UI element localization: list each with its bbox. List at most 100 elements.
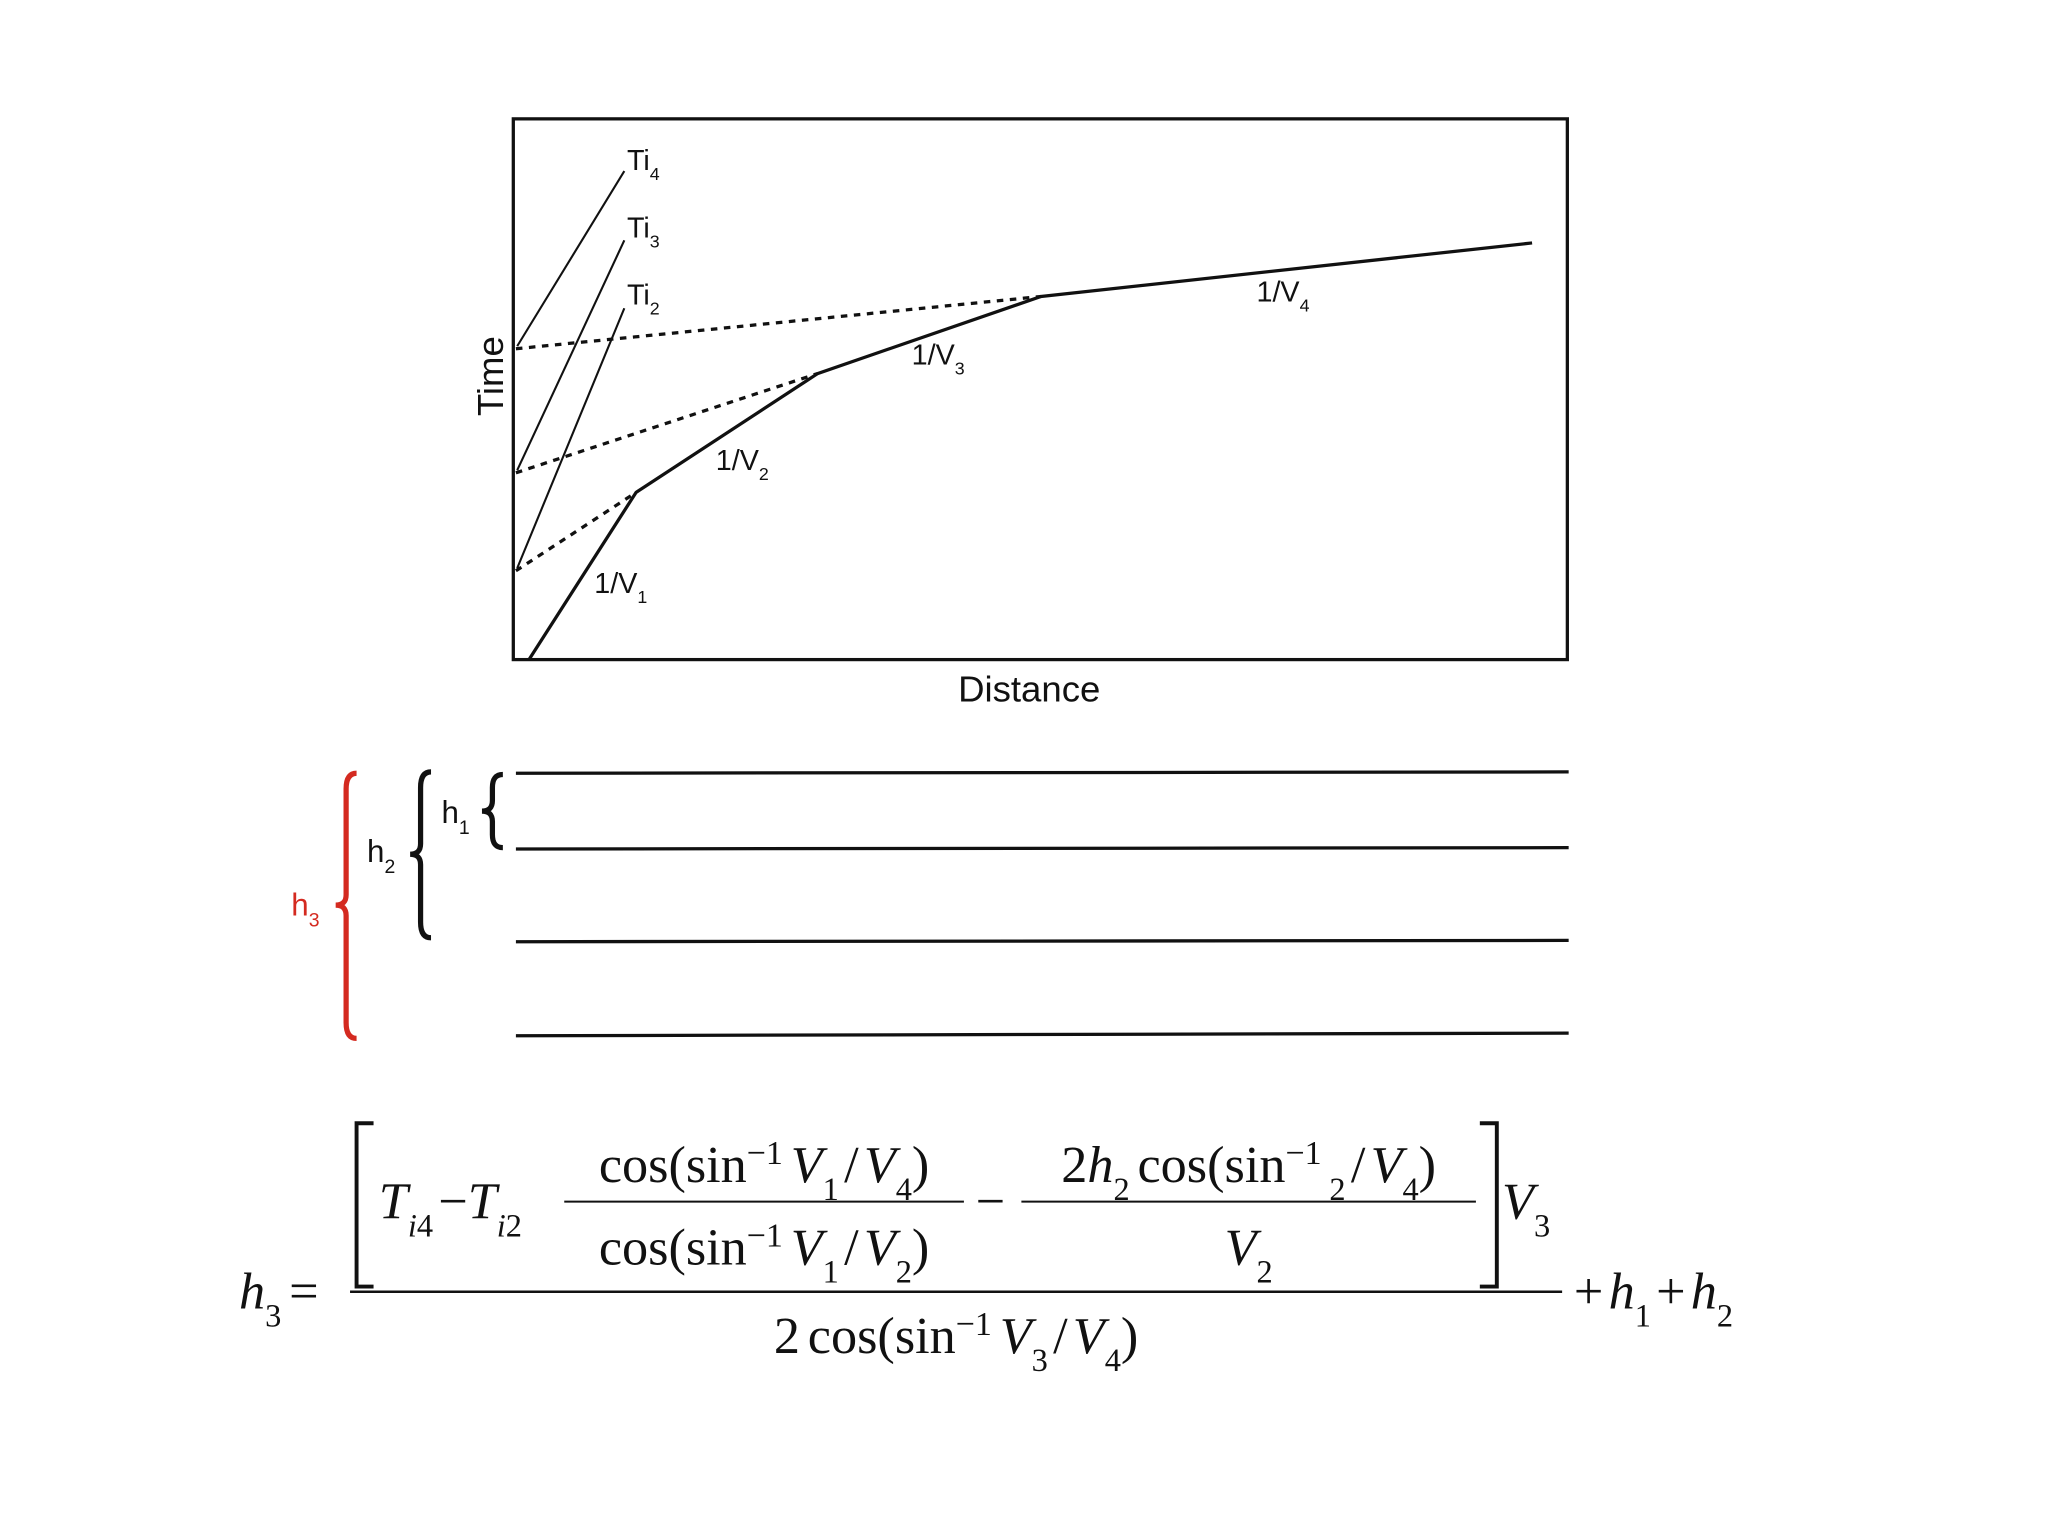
brace: [409, 769, 432, 941]
formula-denominator: 2 cos(sin−1 V3/V4): [774, 1306, 1138, 1380]
formula-term: Ti4 −Ti2: [379, 1173, 522, 1245]
slope-label: 1/V2: [716, 445, 769, 484]
layer-boundary: [515, 846, 1569, 851]
label-sub: 2: [759, 464, 769, 484]
formula: h3 = Ti4 −Ti2 cos(sin−1 V1/V4) cos(sin−1 V1/…: [239, 1121, 1733, 1380]
label-sub: 4: [1300, 296, 1310, 316]
slope-label: 1/V3: [912, 339, 965, 378]
subscript: 4: [1402, 1172, 1418, 1208]
x-axis-label: Distance: [958, 668, 1100, 709]
travel-time-curve: [527, 241, 1533, 661]
paren: ): [912, 1218, 929, 1276]
function: cos(sin: [599, 1218, 747, 1276]
symbol: h: [1691, 1263, 1717, 1321]
function: cos(sin: [808, 1307, 956, 1365]
symbol: V: [1073, 1307, 1110, 1365]
paren: ): [1419, 1136, 1436, 1194]
layer-boundary: [515, 1031, 1569, 1038]
slope-labels: 1/V1 1/V2 1/V3 1/V4: [594, 277, 1309, 607]
bracket: [354, 1121, 374, 1289]
formula-lhs: h3 =: [239, 1263, 319, 1335]
label-base: Ti: [627, 213, 650, 245]
thickness-label: h1: [441, 795, 469, 839]
subscript: 2: [1329, 1172, 1345, 1208]
number: 2: [1061, 1136, 1087, 1194]
plot-frame: [511, 117, 1569, 662]
layer-boundary: [515, 938, 1569, 944]
superscript: −1: [747, 1135, 783, 1172]
subscript: 1: [1635, 1299, 1651, 1335]
formula-tail: + h1 + h2: [1574, 1263, 1733, 1335]
superscript: −1: [747, 1217, 783, 1254]
label-sub: 2: [650, 298, 660, 318]
fraction-denominator: cos(sin−1 V1/V2): [599, 1217, 930, 1291]
subscript: 1: [823, 1172, 839, 1208]
intercept-label: Ti3: [627, 213, 660, 252]
fraction-denominator: V2: [1225, 1218, 1273, 1290]
subscript: 2: [1717, 1299, 1733, 1335]
extrapolation: [515, 372, 819, 475]
subscript: 2: [1113, 1172, 1129, 1208]
subscript: 2: [506, 1209, 522, 1245]
superscript: −1: [956, 1306, 992, 1343]
label-base: 1/V: [912, 339, 956, 371]
label-base: h: [441, 795, 458, 830]
function: cos(sin: [1137, 1136, 1285, 1194]
extrapolation: [515, 294, 1042, 351]
leaders: [516, 170, 626, 569]
slope-label: 1/V4: [1256, 277, 1309, 316]
label-sub: 3: [309, 910, 320, 932]
thickness-label: h2: [367, 834, 395, 878]
label-base: Ti: [627, 145, 650, 177]
layer-boundary: [515, 770, 1569, 775]
brace: [335, 770, 357, 1041]
symbol: h: [1087, 1136, 1113, 1194]
symbol: V: [1502, 1173, 1539, 1231]
paren: ): [1121, 1307, 1138, 1365]
slope-label: 1/V1: [594, 568, 647, 607]
intercept-labels: Ti4 Ti3 Ti2: [627, 145, 660, 319]
operator: /: [1351, 1136, 1366, 1194]
symbol: h: [239, 1263, 265, 1321]
label-sub: 1: [637, 587, 647, 607]
symbol: V: [864, 1136, 901, 1194]
subscript: i: [408, 1209, 417, 1245]
subscript: 2: [1257, 1254, 1273, 1290]
label-sub: 4: [650, 164, 660, 184]
operator: −: [438, 1173, 467, 1231]
symbol: T: [379, 1173, 412, 1231]
symbol: V: [1371, 1136, 1408, 1194]
extrapolation: [515, 491, 637, 573]
thickness-label: h3: [291, 888, 319, 932]
symbol: V: [864, 1218, 901, 1276]
y-axis-label: Time: [470, 336, 511, 416]
operator: +: [1656, 1263, 1685, 1321]
bracket: [1479, 1121, 1499, 1289]
symbol: T: [468, 1173, 501, 1231]
label-base: 1/V: [594, 568, 638, 600]
formula-factor: V3: [1502, 1173, 1550, 1245]
label-sub: 1: [459, 817, 470, 839]
subscript: 1: [823, 1254, 839, 1290]
operator: +: [1574, 1263, 1603, 1321]
superscript: −1: [1285, 1135, 1321, 1172]
symbol: h: [1609, 1263, 1635, 1321]
subscript: 3: [265, 1299, 281, 1335]
function: cos(sin: [599, 1136, 747, 1194]
operator: /: [1053, 1307, 1068, 1365]
operator: /: [844, 1136, 859, 1194]
leader-line: [516, 170, 626, 347]
number: 2: [774, 1307, 800, 1365]
label-base: h: [291, 888, 308, 923]
label-sub: 2: [384, 856, 395, 878]
label-base: Ti: [627, 279, 650, 311]
leader-line: [516, 239, 626, 471]
subscript: 3: [1534, 1209, 1550, 1245]
operator: −: [976, 1173, 1005, 1231]
symbol: V: [791, 1136, 828, 1194]
fraction-numerator: cos(sin−1 V1/V4): [599, 1135, 930, 1209]
label-sub: 3: [955, 358, 965, 378]
subscript: 4: [1105, 1343, 1121, 1379]
operator: /: [844, 1218, 859, 1276]
